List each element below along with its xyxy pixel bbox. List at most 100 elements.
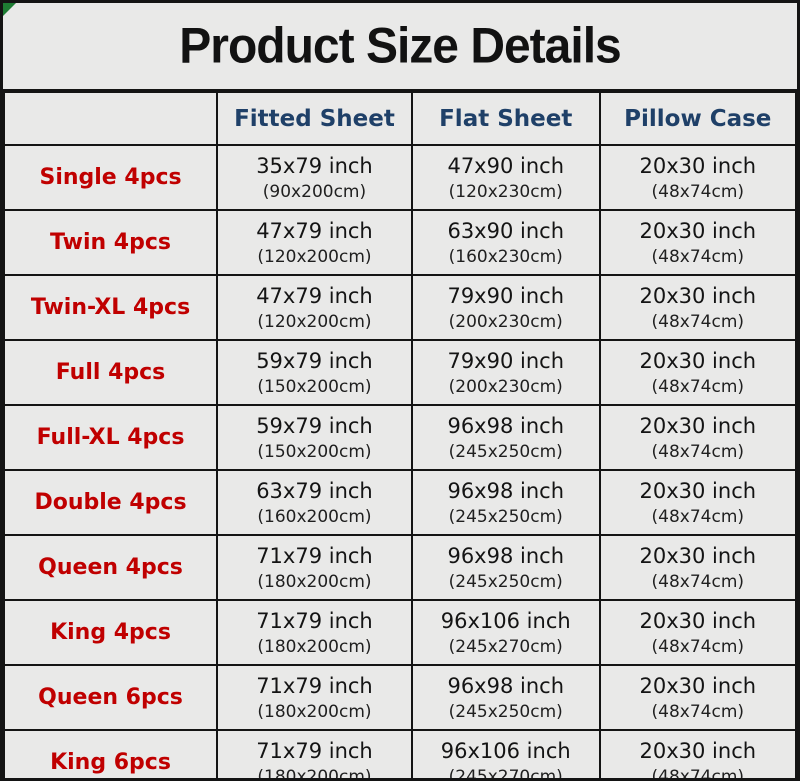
row-label: Queen 6pcs [38, 685, 183, 710]
inch-value: 96x98 inch [447, 544, 564, 569]
cm-value: (180x200cm) [257, 571, 372, 592]
cm-value: (48x74cm) [651, 701, 745, 722]
size-cell: 96x98 inch (245x250cm) [410, 469, 601, 536]
row-label: Full-XL 4pcs [36, 425, 185, 450]
size-cell: 20x30 inch (48x74cm) [598, 144, 797, 211]
size-cell: 79x90 inch (200x230cm) [410, 274, 601, 341]
column-header-fitted-sheet: Fitted Sheet [216, 91, 413, 146]
column-header-pillow-case: Pillow Case [598, 91, 797, 146]
inch-value: 59x79 inch [256, 349, 373, 374]
size-cell: 20x30 inch (48x74cm) [598, 534, 797, 601]
cm-value: (48x74cm) [651, 506, 745, 527]
size-cell: 20x30 inch (48x74cm) [598, 274, 797, 341]
table-row: King 4pcs 71x79 inch (180x200cm) 96x106 i… [3, 599, 797, 666]
table-row: Twin-XL 4pcs 47x79 inch (120x200cm) 79x90… [3, 274, 797, 341]
cm-value: (180x200cm) [257, 701, 372, 722]
cm-value: (48x74cm) [651, 571, 745, 592]
size-cell: 20x30 inch (48x74cm) [598, 339, 797, 406]
inch-value: 20x30 inch [639, 479, 757, 504]
inch-value: 47x90 inch [447, 154, 564, 179]
cm-value: (120x200cm) [257, 311, 372, 332]
size-cell: 79x90 inch (200x230cm) [410, 339, 601, 406]
size-cell: 47x79 inch (120x200cm) [216, 274, 413, 341]
size-cell: 71x79 inch (180x200cm) [216, 599, 413, 666]
size-cell: 20x30 inch (48x74cm) [598, 599, 797, 666]
inch-value: 96x106 inch [440, 609, 571, 634]
inch-value: 71x79 inch [256, 739, 373, 764]
cm-value: (120x230cm) [448, 181, 563, 202]
cm-value: (200x230cm) [448, 311, 563, 332]
inch-value: 35x79 inch [256, 154, 373, 179]
cm-value: (90x200cm) [262, 181, 367, 202]
inch-value: 20x30 inch [639, 544, 757, 569]
table-row: Single 4pcs 35x79 inch (90x200cm) 47x90 i… [3, 144, 797, 211]
inch-value: 63x90 inch [447, 219, 564, 244]
title-block: Product Size Details [3, 3, 797, 91]
page-title: Product Size Details [179, 18, 621, 74]
inch-value: 71x79 inch [256, 674, 373, 699]
header-row: Fitted Sheet Flat Sheet Pillow Case [3, 91, 797, 146]
table-row: Double 4pcs 63x79 inch (160x200cm) 96x98 … [3, 469, 797, 536]
table-body: Single 4pcs 35x79 inch (90x200cm) 47x90 i… [3, 144, 797, 781]
table-row: King 6pcs 71x79 inch (180x200cm) 96x106 i… [3, 729, 797, 781]
row-label: Twin 4pcs [50, 230, 171, 255]
size-cell: 71x79 inch (180x200cm) [216, 534, 413, 601]
size-cell: 20x30 inch (48x74cm) [598, 729, 797, 778]
cm-value: (180x200cm) [257, 766, 372, 781]
inch-value: 59x79 inch [256, 414, 373, 439]
cm-value: (48x74cm) [651, 376, 745, 397]
inch-value: 20x30 inch [639, 739, 757, 764]
size-cell: 96x106 inch (245x270cm) [410, 729, 601, 778]
cm-value: (160x230cm) [448, 246, 563, 267]
size-cell: 96x106 inch (245x270cm) [410, 599, 601, 666]
cm-value: (245x270cm) [448, 636, 563, 657]
size-cell: 35x79 inch (90x200cm) [216, 144, 413, 211]
table-row: Queen 4pcs 71x79 inch (180x200cm) 96x98 i… [3, 534, 797, 601]
inch-value: 79x90 inch [447, 349, 564, 374]
size-cell: 63x90 inch (160x230cm) [410, 209, 601, 276]
cm-value: (180x200cm) [257, 636, 372, 657]
size-cell: 96x98 inch (245x250cm) [410, 404, 601, 471]
table-row: Twin 4pcs 47x79 inch (120x200cm) 63x90 in… [3, 209, 797, 276]
cm-value: (245x250cm) [448, 506, 563, 527]
row-label: Queen 4pcs [38, 555, 183, 580]
table-row: Full 4pcs 59x79 inch (150x200cm) 79x90 in… [3, 339, 797, 406]
size-cell: 71x79 inch (180x200cm) [216, 664, 413, 731]
inch-value: 20x30 inch [639, 674, 757, 699]
cm-value: (150x200cm) [257, 376, 372, 397]
row-label: King 6pcs [50, 750, 171, 775]
cm-value: (200x230cm) [448, 376, 563, 397]
inch-value: 96x98 inch [447, 674, 564, 699]
cm-value: (160x200cm) [257, 506, 372, 527]
size-cell: 47x79 inch (120x200cm) [216, 209, 413, 276]
size-cell: 96x98 inch (245x250cm) [410, 534, 601, 601]
inch-value: 20x30 inch [639, 284, 757, 309]
cm-value: (120x200cm) [257, 246, 372, 267]
inch-value: 96x98 inch [447, 479, 564, 504]
row-label: Double 4pcs [34, 490, 187, 515]
cm-value: (48x74cm) [651, 441, 745, 462]
cm-value: (48x74cm) [651, 246, 745, 267]
size-cell: 20x30 inch (48x74cm) [598, 469, 797, 536]
inch-value: 20x30 inch [639, 219, 757, 244]
row-label: King 4pcs [50, 620, 171, 645]
corner-header-cell [3, 91, 219, 146]
size-cell: 63x79 inch (160x200cm) [216, 469, 413, 536]
cm-value: (245x250cm) [448, 571, 563, 592]
table-header: Fitted Sheet Flat Sheet Pillow Case [3, 91, 797, 146]
size-cell: 20x30 inch (48x74cm) [598, 404, 797, 471]
size-cell: 20x30 inch (48x74cm) [598, 209, 797, 276]
size-cell: 47x90 inch (120x230cm) [410, 144, 601, 211]
table-row: Queen 6pcs 71x79 inch (180x200cm) 96x98 i… [3, 664, 797, 731]
column-header-flat-sheet: Flat Sheet [410, 91, 601, 146]
cm-value: (48x74cm) [651, 181, 745, 202]
cm-value: (245x250cm) [448, 441, 563, 462]
row-label: Twin-XL 4pcs [30, 295, 191, 320]
cm-value: (245x250cm) [448, 701, 563, 722]
inch-value: 79x90 inch [447, 284, 564, 309]
inch-value: 47x79 inch [256, 284, 373, 309]
cm-value: (48x74cm) [651, 311, 745, 332]
size-cell: 59x79 inch (150x200cm) [216, 339, 413, 406]
inch-value: 47x79 inch [256, 219, 373, 244]
